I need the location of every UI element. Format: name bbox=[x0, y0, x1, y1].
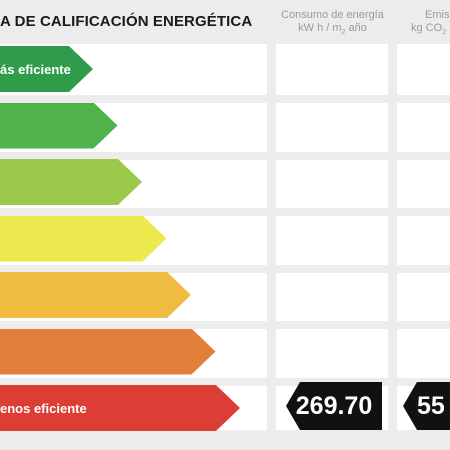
row-separator bbox=[276, 208, 388, 216]
consumo-rating-badge: 269.70 bbox=[286, 382, 382, 430]
consumo-rating-value: 269.70 bbox=[295, 391, 373, 420]
consumo-panel bbox=[276, 44, 388, 430]
row-separator bbox=[397, 151, 450, 160]
row-separator bbox=[0, 208, 267, 216]
emisiones-header-line1: Emis bbox=[425, 9, 450, 21]
emisiones-header-line2: kg CO2 bbox=[411, 22, 447, 37]
row-separator bbox=[397, 377, 450, 386]
row-separator bbox=[0, 151, 267, 160]
row-separator bbox=[397, 95, 450, 103]
emisiones-rating-value: 55 bbox=[417, 391, 445, 420]
row-separator bbox=[397, 208, 450, 216]
consumo-column-header: Consumo de energía kW h / m2 año bbox=[270, 9, 395, 39]
row-separator bbox=[397, 264, 450, 273]
energy-bar-7: enos eficiente bbox=[0, 385, 240, 431]
row-separator bbox=[0, 377, 267, 386]
row-separator bbox=[0, 264, 267, 273]
energy-bar-3 bbox=[0, 159, 142, 205]
energy-bar-2 bbox=[0, 103, 118, 149]
row-separator bbox=[397, 321, 450, 329]
consumo-header-line1: Consumo de energía bbox=[281, 9, 384, 21]
row-separator bbox=[0, 95, 267, 103]
energy-bar-5 bbox=[0, 272, 191, 318]
row-separator bbox=[276, 151, 388, 160]
emisiones-panel bbox=[397, 44, 450, 430]
row-separator bbox=[276, 264, 388, 273]
energy-bar-6 bbox=[0, 329, 216, 375]
energy-bar-4 bbox=[0, 216, 167, 262]
consumo-header-line2: kW h / m2 año bbox=[298, 22, 367, 37]
energy-bar-label: ás eficiente bbox=[0, 61, 71, 77]
row-separator bbox=[276, 321, 388, 329]
emisiones-column-header: Emis kg CO2 bbox=[405, 9, 450, 39]
row-separator bbox=[0, 321, 267, 329]
energy-bar-label: enos eficiente bbox=[0, 400, 87, 416]
row-separator bbox=[276, 377, 388, 386]
page-title: A DE CALIFICACIÓN ENERGÉTICA bbox=[0, 13, 253, 30]
row-separator bbox=[276, 95, 388, 103]
